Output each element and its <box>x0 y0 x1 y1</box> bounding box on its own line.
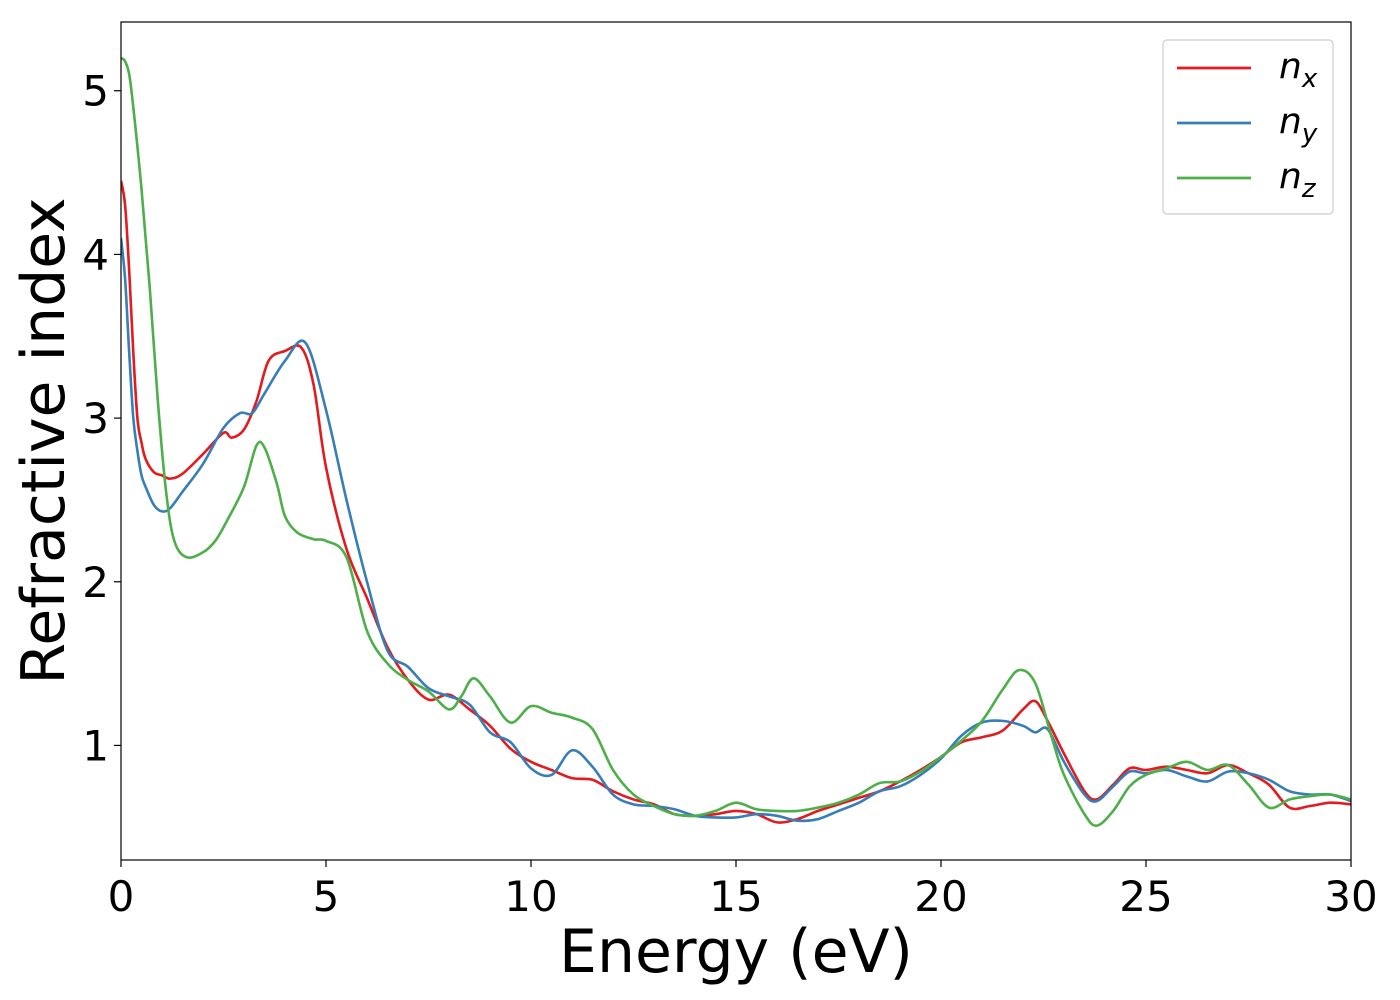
x-tick-label: 30 <box>1324 872 1377 921</box>
x-tick-label: 10 <box>504 872 557 921</box>
x-axis: 0 5 10 15 20 25 30 <box>108 860 1378 921</box>
x-tick-label: 25 <box>1119 872 1172 921</box>
x-tick-label: 15 <box>709 872 762 921</box>
x-axis-title: Energy (eV) <box>559 917 913 987</box>
y-tick-label: 1 <box>82 721 109 770</box>
series-line-nx <box>121 180 1351 824</box>
series-line-ny <box>121 237 1351 823</box>
x-tick-label: 5 <box>313 872 340 921</box>
y-axis-title: Refractive index <box>9 197 79 684</box>
legend-label-ny: ny <box>1279 101 1318 149</box>
legend-frame <box>1162 39 1334 215</box>
legend-label-base: n <box>1279 101 1302 142</box>
x-tick-label: 0 <box>108 872 135 921</box>
legend-label-subscript: x <box>1301 64 1318 94</box>
legend-label-subscript: y <box>1301 119 1318 149</box>
y-tick-label: 2 <box>82 558 109 607</box>
series-layer <box>121 56 1351 827</box>
x-tick-label: 20 <box>914 872 967 921</box>
y-tick-label: 4 <box>82 230 109 279</box>
y-tick-label: 3 <box>82 394 109 443</box>
legend-label-subscript: z <box>1301 174 1317 204</box>
series-line-nz <box>121 56 1351 827</box>
legend-label-nx: nx <box>1279 46 1318 94</box>
legend-label-nz: nz <box>1279 156 1317 204</box>
y-tick-label: 5 <box>82 67 109 116</box>
legend-label-base: n <box>1279 156 1302 197</box>
legend-label-base: n <box>1279 46 1302 87</box>
y-axis: 1 2 3 4 5 <box>82 67 121 770</box>
